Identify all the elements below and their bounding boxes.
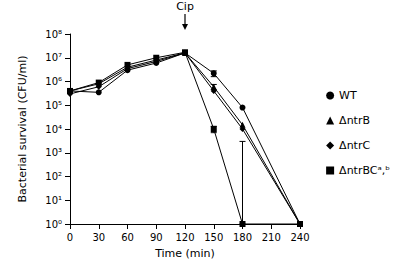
svg-text:60: 60 xyxy=(121,232,134,243)
svg-text:10²: 10² xyxy=(45,171,62,182)
svg-text:10⁶: 10⁶ xyxy=(45,76,62,87)
svg-text:10⁷: 10⁷ xyxy=(45,52,62,63)
svg-text:30: 30 xyxy=(92,232,105,243)
svg-text:ΔntrC: ΔntrC xyxy=(339,139,370,152)
svg-text:10⁸: 10⁸ xyxy=(45,29,62,40)
svg-text:Cip: Cip xyxy=(176,0,194,13)
svg-text:150: 150 xyxy=(204,232,223,243)
svg-text:180: 180 xyxy=(233,232,252,243)
svg-text:ΔntrB: ΔntrB xyxy=(339,114,370,127)
svg-text:210: 210 xyxy=(262,232,281,243)
svg-text:120: 120 xyxy=(175,232,194,243)
svg-text:90: 90 xyxy=(150,232,163,243)
svg-text:10¹: 10¹ xyxy=(45,195,62,206)
svg-text:0: 0 xyxy=(67,232,73,243)
svg-text:ΔntrBCᵃ,ᵇ: ΔntrBCᵃ,ᵇ xyxy=(339,164,390,177)
svg-text:10⁵: 10⁵ xyxy=(45,100,62,111)
svg-text:10⁰: 10⁰ xyxy=(45,219,62,230)
svg-text:Time (min): Time (min) xyxy=(154,247,215,260)
svg-text:10⁴: 10⁴ xyxy=(45,124,62,135)
svg-text:WT: WT xyxy=(339,89,357,102)
svg-text:10³: 10³ xyxy=(45,147,62,158)
svg-text:Bacterial survival (CFU/ml): Bacterial survival (CFU/ml) xyxy=(16,55,29,202)
svg-text:240: 240 xyxy=(290,232,309,243)
